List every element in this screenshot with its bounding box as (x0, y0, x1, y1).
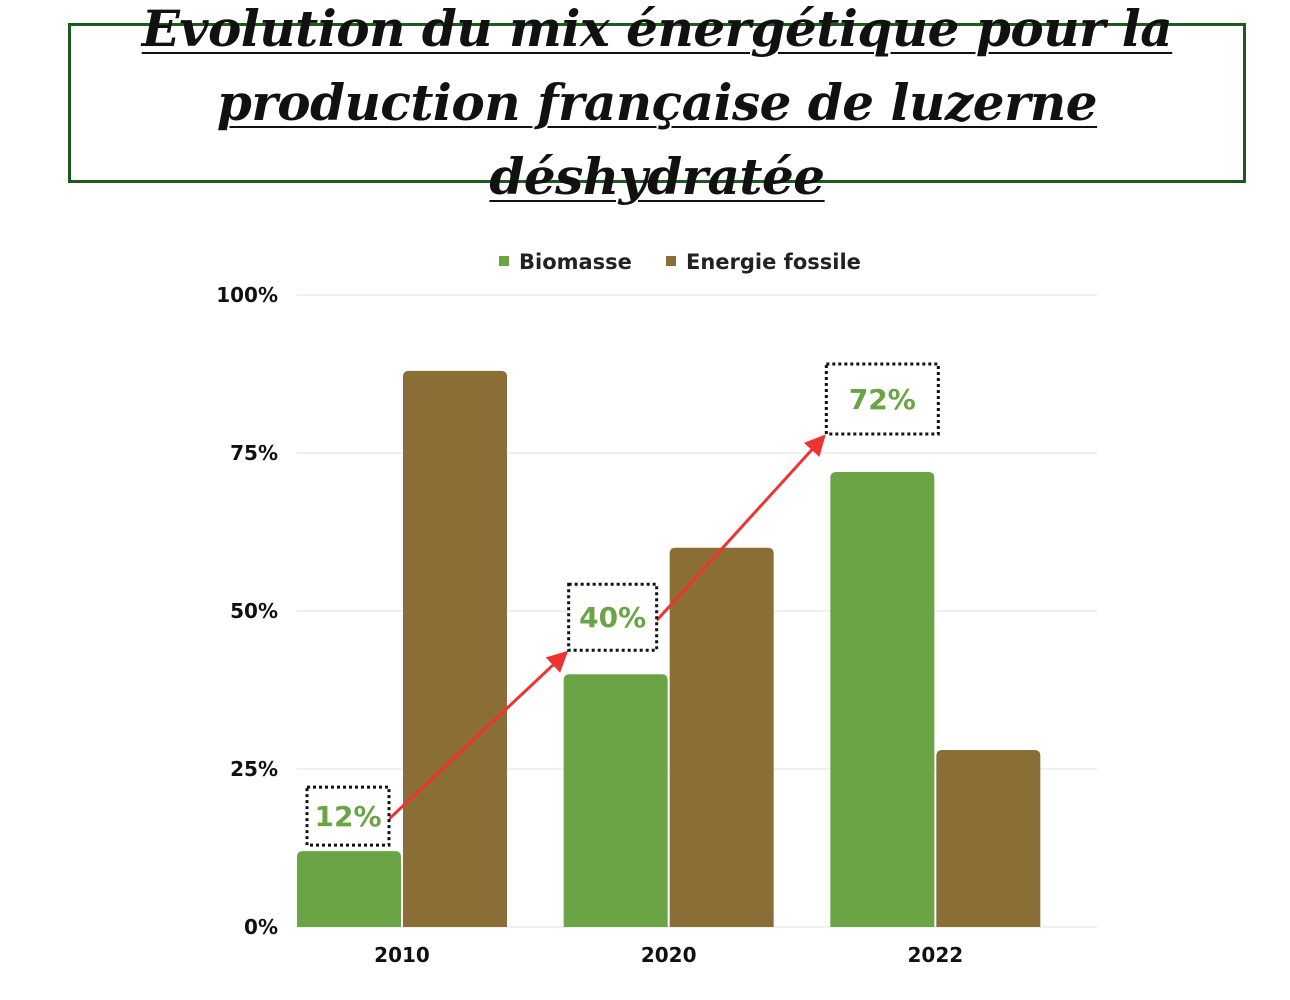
bar-energie-fossile-2022 (936, 750, 1041, 927)
title-box: Evolution du mix énergétique pour la pro… (68, 0, 1246, 206)
y-tick-label: 25% (230, 757, 278, 781)
y-tick-label: 100% (216, 283, 278, 307)
y-tick-label: 50% (230, 599, 278, 623)
bar-energie-fossile-2010 (403, 370, 507, 928)
bar-energie-fossile-2020 (669, 547, 774, 927)
x-tick-label: 2020 (641, 943, 697, 967)
annotation-box (567, 582, 659, 652)
chart-title: Evolution du mix énergétique pour la pro… (141, 0, 1173, 206)
legend-swatch-fossile (666, 256, 676, 266)
bar-biomasse-2020 (563, 674, 668, 927)
legend-label: Biomasse (519, 250, 632, 274)
legend-swatch-biomasse (499, 256, 509, 266)
y-tick-label: 75% (230, 441, 278, 465)
legend-label: Energie fossile (686, 250, 861, 274)
x-tick-label: 2022 (907, 943, 963, 967)
annotation-label: 40% (579, 601, 646, 634)
bar-biomasse-2022 (830, 471, 935, 927)
y-tick-label: 0% (244, 915, 278, 939)
annotation-box (824, 362, 940, 436)
trend-arrow (387, 650, 569, 821)
annotation-box (305, 785, 391, 847)
trend-arrow (655, 434, 826, 622)
bar-biomasse-2010 (297, 851, 401, 927)
x-tick-label: 2010 (374, 943, 430, 967)
annotation-label: 72% (849, 383, 916, 416)
annotation-label: 12% (314, 800, 381, 833)
